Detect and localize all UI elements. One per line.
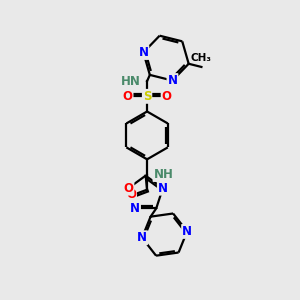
Text: O: O (126, 188, 136, 200)
Text: N: N (138, 46, 148, 59)
Text: O: O (122, 90, 133, 103)
Text: O: O (123, 182, 134, 195)
Text: N: N (182, 225, 192, 238)
Text: N: N (130, 202, 140, 215)
Text: O: O (162, 90, 172, 103)
Text: N: N (167, 74, 178, 87)
Text: S: S (143, 90, 151, 103)
Text: N: N (158, 182, 168, 195)
Text: HN: HN (121, 75, 141, 88)
Text: CH₃: CH₃ (191, 53, 212, 63)
Text: N: N (137, 231, 147, 244)
Text: NH: NH (154, 168, 173, 181)
